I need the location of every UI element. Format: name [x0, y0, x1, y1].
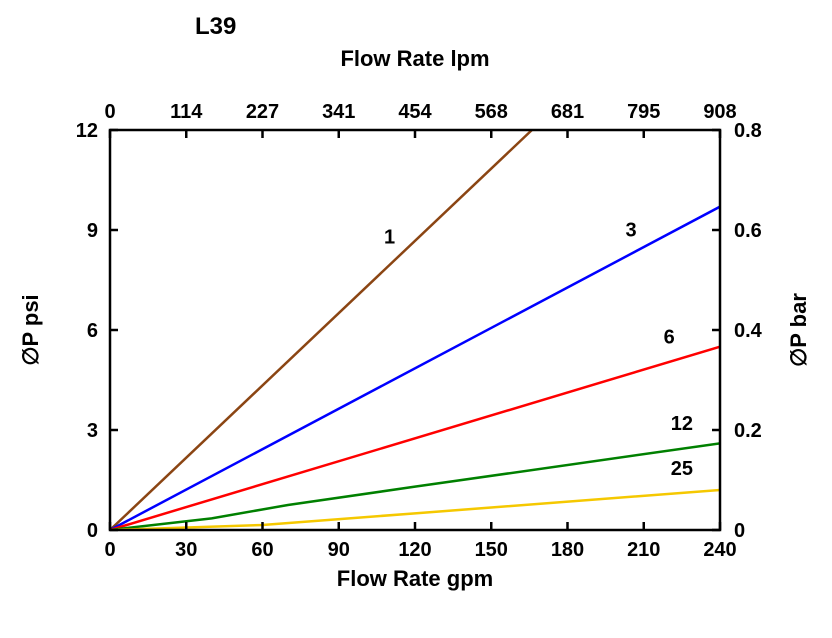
chart-title: L39	[195, 13, 236, 40]
y-right-tick-0: 0	[734, 520, 745, 542]
x-top-tick-3: 341	[322, 101, 355, 123]
x-bottom-tick-8: 240	[703, 539, 736, 561]
y-right-tick-4: 0.8	[734, 120, 762, 142]
series-label-6: 6	[664, 326, 675, 348]
x-top-tick-7: 795	[627, 101, 660, 123]
y-left-tick-3: 9	[87, 220, 98, 242]
x-top-tick-1: 114	[170, 101, 203, 123]
y-left-tick-1: 3	[87, 420, 98, 442]
y-left-tick-0: 0	[87, 520, 98, 542]
series-label-1: 1	[384, 226, 395, 248]
x-bottom-tick-1: 30	[175, 539, 197, 561]
x-top-tick-6: 681	[551, 101, 584, 123]
x-bottom-tick-6: 180	[551, 539, 584, 561]
x-top-tick-2: 227	[246, 101, 279, 123]
x-top-tick-8: 908	[703, 101, 736, 123]
x-bottom-tick-2: 60	[251, 539, 273, 561]
x-bottom-tick-4: 120	[398, 539, 431, 561]
x-bottom-tick-0: 0	[104, 539, 115, 561]
y-left-tick-2: 6	[87, 320, 98, 342]
x-top-label: Flow Rate lpm	[340, 46, 489, 71]
y-right-tick-1: 0.2	[734, 420, 762, 442]
x-top-tick-5: 568	[475, 101, 508, 123]
x-bottom-label: Flow Rate gpm	[337, 566, 493, 591]
x-top-tick-4: 454	[398, 101, 432, 123]
y-right-tick-3: 0.6	[734, 220, 762, 242]
x-top-tick-0: 0	[104, 101, 115, 123]
series-label-25: 25	[671, 458, 693, 480]
y-right-label: ∅P bar	[786, 293, 811, 367]
series-label-12: 12	[671, 413, 693, 435]
x-bottom-tick-3: 90	[328, 539, 350, 561]
pressure-drop-chart: 0306090120150180210240011422734145456868…	[0, 0, 832, 638]
series-label-3: 3	[625, 220, 636, 242]
y-left-tick-4: 12	[76, 120, 98, 142]
x-bottom-tick-7: 210	[627, 539, 660, 561]
y-left-label: ∅P psi	[18, 294, 43, 365]
x-bottom-tick-5: 150	[475, 539, 508, 561]
y-right-tick-2: 0.4	[734, 320, 763, 342]
